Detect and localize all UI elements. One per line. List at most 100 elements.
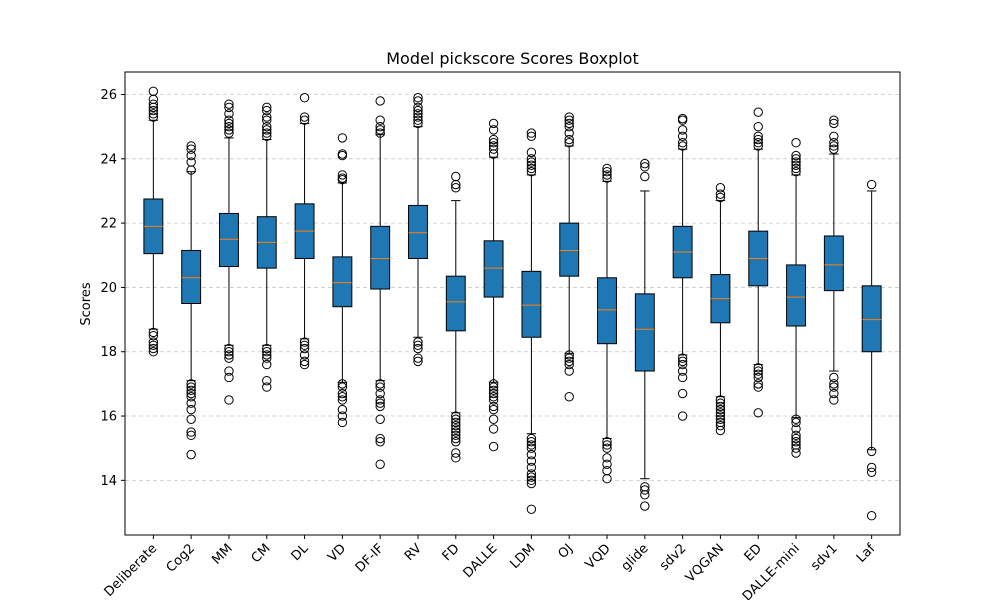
box-group	[823, 115, 844, 405]
outlier-point	[186, 388, 196, 399]
outlier-point	[791, 166, 801, 177]
outlier-point	[829, 395, 839, 405]
outlier-point	[413, 112, 423, 122]
outlier-point	[451, 453, 461, 463]
gridlines	[125, 94, 900, 481]
y-tick-label: 22	[100, 217, 117, 232]
outlier-point	[602, 166, 612, 177]
box-iqr	[559, 222, 580, 277]
box-group	[521, 128, 542, 514]
outlier-point	[451, 433, 461, 444]
outlier-point	[526, 163, 537, 174]
boxes	[143, 86, 882, 521]
outlier-point	[451, 171, 461, 182]
outlier-point	[564, 112, 574, 122]
outlier-point	[375, 121, 385, 132]
outlier-point	[564, 350, 574, 360]
y-tick-label: 20	[100, 281, 117, 296]
outlier-point	[488, 118, 499, 129]
box-group	[748, 107, 769, 418]
outlier-point	[262, 347, 272, 357]
outlier-point	[224, 395, 234, 405]
outlier-point	[451, 183, 461, 193]
outlier-point	[299, 343, 310, 354]
outlier-point	[753, 107, 763, 117]
outlier-point	[640, 501, 650, 511]
outlier-point	[451, 414, 461, 424]
outlier-point	[262, 131, 272, 142]
outlier-point	[186, 392, 196, 402]
box-group	[634, 158, 655, 511]
outlier-point	[526, 437, 537, 447]
outlier-point	[413, 102, 423, 113]
outlier-point	[413, 118, 423, 129]
outlier-point	[337, 173, 348, 183]
outlier-point	[186, 414, 196, 424]
outlier-point	[526, 478, 537, 489]
outlier-point	[262, 375, 272, 386]
y-tick-label: 16	[100, 410, 117, 425]
outlier-point	[602, 453, 612, 463]
outlier-point	[224, 353, 234, 363]
outlier-point	[753, 141, 763, 151]
outlier-point	[488, 382, 499, 392]
outlier-point	[526, 475, 537, 486]
outlier-point	[413, 340, 423, 350]
box-group	[143, 86, 164, 357]
box-group	[181, 141, 202, 460]
outlier-point	[299, 340, 310, 350]
outlier-point	[564, 392, 574, 402]
outlier-point	[224, 366, 234, 376]
outlier-point	[148, 112, 159, 122]
outlier-point	[186, 150, 196, 161]
box-group	[483, 118, 504, 452]
outlier-point	[526, 166, 537, 177]
outlier-point	[262, 125, 272, 135]
outlier-point	[715, 395, 726, 405]
outlier-point	[526, 504, 537, 514]
outlier-point	[526, 456, 537, 466]
outlier-point	[224, 347, 234, 357]
outlier-point	[148, 343, 159, 354]
outlier-point	[375, 459, 385, 469]
outlier-point	[715, 408, 726, 418]
outlier-point	[451, 424, 461, 434]
outlier-point	[866, 446, 877, 457]
box-group	[861, 179, 882, 521]
outlier-point	[564, 138, 574, 148]
outlier-point	[337, 411, 348, 421]
outlier-point	[640, 485, 650, 495]
outlier-point	[186, 427, 196, 437]
outlier-point	[715, 404, 726, 415]
outlier-point	[564, 118, 574, 129]
y-tick-label: 24	[100, 152, 117, 167]
box-iqr	[823, 235, 844, 292]
outlier-point	[262, 128, 272, 138]
box-group	[256, 102, 277, 392]
outlier-point	[262, 112, 272, 122]
outlier-point	[337, 170, 348, 180]
outlier-point	[375, 398, 385, 408]
outlier-point	[488, 401, 499, 412]
outlier-point	[564, 366, 574, 376]
outlier-point	[715, 183, 726, 193]
outlier-point	[451, 420, 461, 431]
outlier-point	[488, 134, 499, 145]
outlier-point	[148, 86, 159, 96]
outlier-point	[375, 379, 385, 389]
outlier-point	[829, 115, 839, 125]
outlier-point	[715, 411, 726, 421]
outlier-point	[829, 118, 839, 129]
outlier-point	[413, 353, 423, 363]
outlier-point	[753, 138, 763, 148]
outlier-point	[526, 131, 537, 142]
outlier-point	[413, 115, 423, 125]
outlier-point	[375, 115, 385, 125]
outlier-point	[488, 144, 499, 154]
outlier-point	[224, 350, 234, 360]
outlier-point	[602, 173, 612, 183]
outlier-point	[564, 121, 574, 132]
outlier-point	[413, 337, 423, 347]
outlier-point	[488, 138, 499, 148]
outlier-point	[262, 343, 272, 354]
